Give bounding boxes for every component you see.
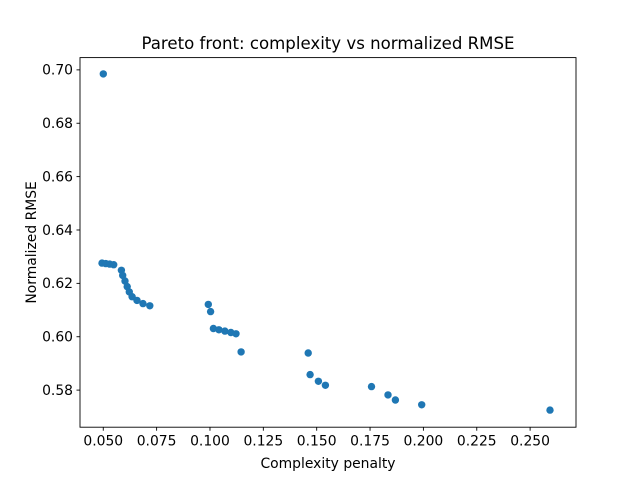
data-point — [232, 330, 240, 338]
plot-border — [79, 57, 577, 428]
y-tick-label: 0.62 — [42, 276, 73, 292]
x-tick-label: 0.075 — [137, 434, 177, 450]
data-point — [367, 382, 376, 391]
data-point — [418, 401, 426, 409]
data-point — [304, 349, 312, 357]
axis-ticks-layer: 0.050 0.075 0.100 0.125 0.150 0.175 0.200 0.225… — [42, 63, 550, 450]
data-point — [384, 391, 392, 399]
data-point — [546, 406, 554, 414]
y-axis-label: Normalized RMSE — [24, 181, 40, 303]
data-point — [146, 302, 154, 310]
data-point — [314, 377, 323, 385]
x-tick-label: 0.225 — [457, 434, 497, 450]
data-point — [306, 370, 314, 379]
data-point — [110, 261, 118, 269]
x-tick-label: 0.250 — [510, 434, 550, 450]
data-point — [121, 277, 129, 285]
data-point — [204, 300, 212, 309]
data-point — [206, 307, 215, 316]
data-point — [391, 396, 400, 404]
y-tick-label: 0.58 — [42, 383, 73, 399]
x-axis-label: Complexity penalty — [260, 456, 395, 472]
y-tick-label: 0.68 — [42, 116, 73, 132]
y-tick-label: 0.64 — [42, 223, 73, 239]
data-point — [215, 326, 223, 334]
x-tick-label: 0.125 — [243, 434, 283, 450]
x-tick-label: 0.175 — [350, 434, 390, 450]
data-point — [133, 296, 141, 305]
y-tick-label: 0.70 — [42, 63, 73, 79]
x-tick-label: 0.100 — [190, 434, 230, 450]
y-tick-label: 0.60 — [42, 330, 73, 346]
data-point — [99, 70, 108, 78]
data-point — [221, 327, 229, 335]
y-tick-label: 0.66 — [42, 169, 73, 185]
scatter-points-layer — [98, 70, 554, 414]
chart-title: Pareto front: complexity vs normalized R… — [142, 34, 515, 53]
data-point — [237, 348, 245, 356]
x-tick-label: 0.200 — [404, 434, 444, 450]
data-point — [119, 271, 127, 280]
x-tick-label: 0.050 — [83, 434, 123, 450]
x-tick-label: 0.150 — [297, 434, 337, 450]
data-point — [139, 299, 147, 308]
data-point — [321, 381, 330, 389]
